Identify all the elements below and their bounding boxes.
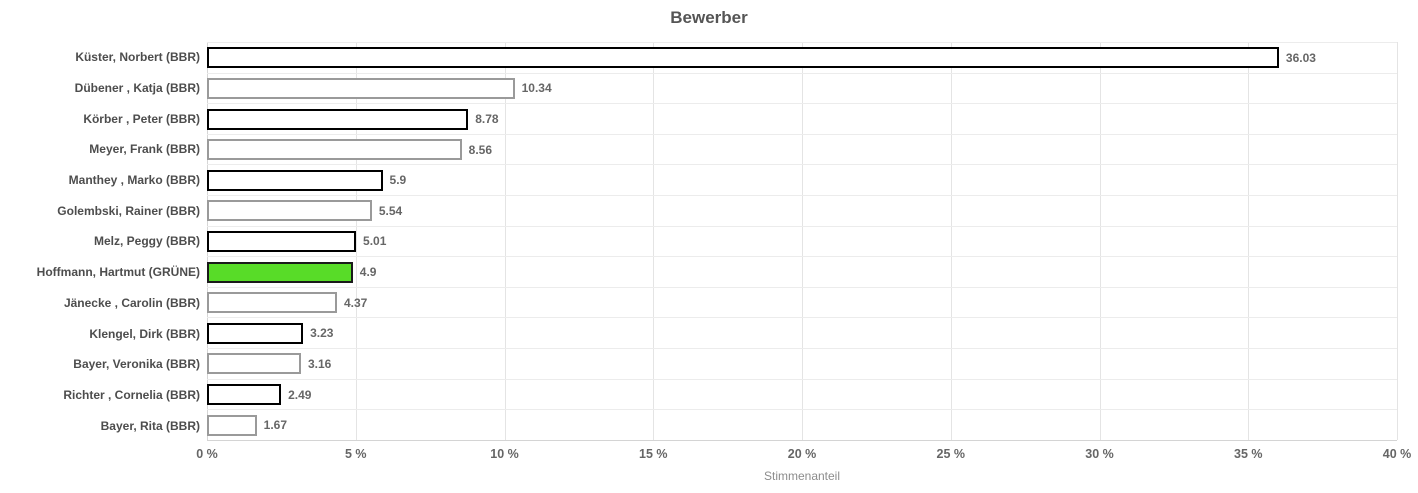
value-label: 36.03 — [1285, 50, 1316, 65]
category-labels: Küster, Norbert (BBR) Dübener , Katja (BB… — [0, 42, 200, 441]
bar[interactable] — [207, 353, 301, 375]
value-label: 4.37 — [344, 295, 368, 310]
bar-row: 8.56 — [207, 133, 1397, 165]
value-label: 8.78 — [475, 112, 499, 127]
x-tick-label: 10 % — [490, 447, 519, 461]
x-tick-label: 0 % — [196, 447, 218, 461]
x-tick-label: 5 % — [344, 447, 367, 461]
value-label: 8.56 — [468, 142, 493, 157]
bar-row: 2.49 — [207, 378, 1397, 410]
bar[interactable] — [207, 77, 515, 99]
bar[interactable] — [207, 47, 1279, 69]
x-gridline — [355, 42, 357, 440]
bar-row: 10.34 — [207, 72, 1397, 104]
category-label: Dübener , Katja (BBR) — [74, 81, 200, 96]
bar-row: 1.67 — [207, 409, 1397, 440]
bar[interactable] — [207, 384, 282, 405]
bar[interactable] — [207, 414, 257, 436]
value-label: 5.54 — [378, 203, 403, 218]
bar-row: 5.9 — [207, 164, 1397, 195]
x-gridline — [504, 42, 506, 440]
category-label: Jänecke , Carolin (BBR) — [63, 295, 200, 310]
bar-row: 4.9 — [207, 256, 1397, 287]
bar[interactable] — [207, 139, 462, 161]
x-gridline — [950, 42, 952, 440]
bar[interactable] — [207, 108, 469, 130]
bar-row: 5.01 — [207, 225, 1397, 257]
plot-area: 36.03 10.34 8.78 8.56 5.9 5.54 5.01 4.9 4.37 3.23… — [207, 42, 1398, 441]
x-tick-label: 25 % — [936, 447, 966, 461]
bar-row: 3.23 — [207, 317, 1397, 348]
category-label: Bayer, Rita (BBR) — [100, 418, 200, 433]
x-gridline — [1397, 42, 1398, 440]
bar[interactable] — [207, 230, 357, 252]
category-label: Golembski, Rainer (BBR) — [57, 203, 200, 218]
bar[interactable] — [207, 261, 353, 283]
value-label: 3.16 — [308, 356, 332, 371]
bar[interactable] — [207, 292, 337, 314]
category-label: Richter , Cornelia (BBR) — [63, 387, 200, 402]
value-label: 5.9 — [389, 173, 407, 188]
value-label: 2.49 — [288, 387, 312, 402]
category-label: Küster, Norbert (BBR) — [75, 50, 200, 65]
category-label: Bayer, Veronika (BBR) — [73, 357, 200, 372]
bar-row: 36.03 — [207, 42, 1397, 73]
value-label: 10.34 — [521, 81, 552, 96]
x-gridline — [1099, 42, 1101, 440]
category-label: Manthey , Marko (BBR) — [68, 173, 200, 188]
x-axis-ticks: 0 % 5 % 10 % 15 % 20 % 25 % 30 % 35 % 40 % — [196, 447, 1411, 463]
x-tick-label: 20 % — [787, 447, 817, 461]
x-tick-label: 30 % — [1085, 447, 1114, 461]
x-tick-label: 35 % — [1234, 447, 1263, 461]
x-gridline — [802, 42, 803, 440]
category-label: Meyer, Frank (BBR) — [89, 142, 200, 157]
category-label: Melz, Peggy (BBR) — [93, 234, 200, 249]
bar-row: 5.54 — [207, 195, 1397, 226]
bar[interactable] — [207, 200, 372, 222]
x-axis-title: Stimmenanteil — [763, 469, 841, 483]
x-gridline — [653, 42, 655, 440]
value-label: 3.23 — [310, 326, 334, 341]
value-label: 4.9 — [359, 265, 377, 280]
bar[interactable] — [207, 169, 383, 191]
bar-row: 4.37 — [207, 286, 1397, 318]
category-label: Hoffmann, Hartmut (GRÜNE) — [36, 265, 200, 280]
category-label: Körber , Peter (BBR) — [83, 111, 200, 126]
x-gridline — [1248, 42, 1250, 440]
x-tick-label: 40 % — [1382, 447, 1412, 461]
bar-row: 3.16 — [207, 348, 1397, 379]
chart-title: Bewerber — [670, 8, 748, 27]
x-tick-label: 15 % — [639, 447, 668, 461]
bar[interactable] — [207, 322, 304, 344]
category-label: Klengel, Dirk (BBR) — [89, 326, 200, 341]
value-label: 5.01 — [363, 234, 387, 249]
value-label: 1.67 — [263, 418, 288, 433]
bar-row: 8.78 — [207, 103, 1397, 134]
